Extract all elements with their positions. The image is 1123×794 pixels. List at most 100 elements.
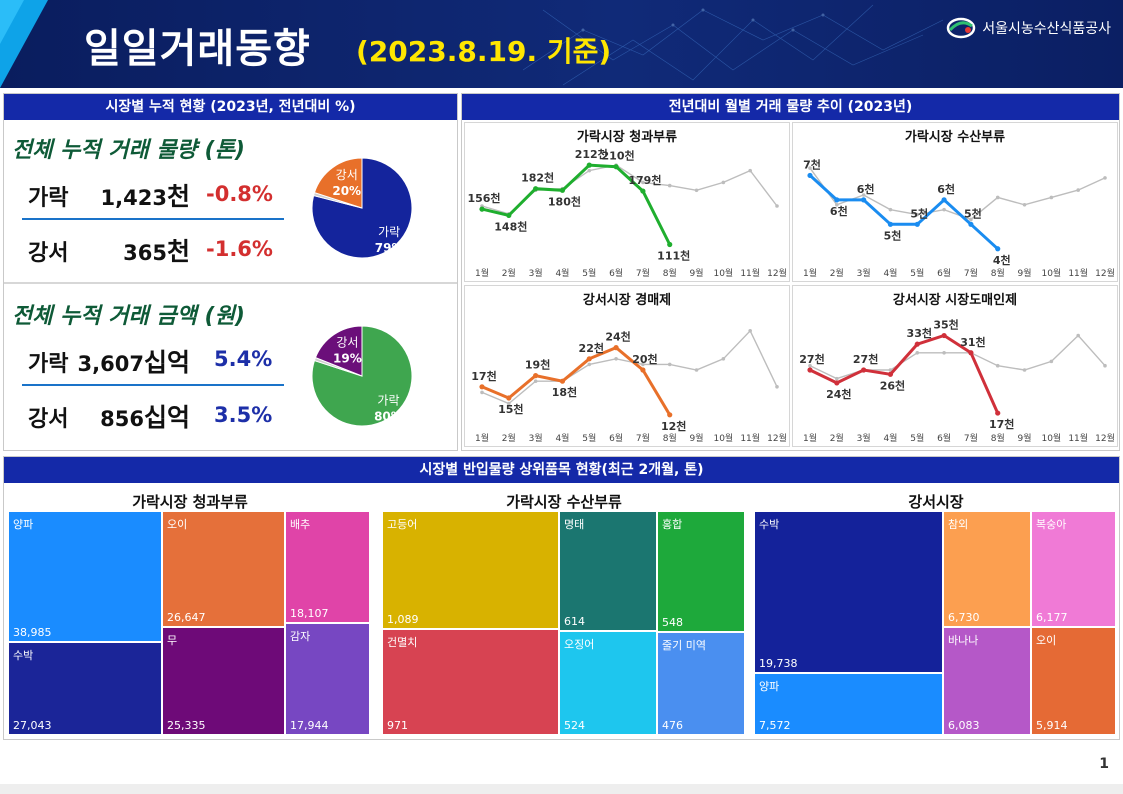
month-tick-label: 10월 [1041,267,1061,279]
tile-banana[interactable]: 바나나 6,083 [943,627,1031,735]
tile-peach[interactable]: 복숭아 6,177 [1031,511,1116,627]
data-label: 12천 [661,419,686,433]
page-subtitle-date: (2023.8.19. 기준) [356,35,612,68]
previous-year-point [915,212,920,217]
current-year-point [586,356,592,362]
previous-year-point [915,350,920,355]
month-tick-label: 9월 [690,267,704,279]
month-tick-label: 8월 [991,432,1005,444]
data-label: 5천 [884,228,902,242]
month-tick-label: 2월 [830,432,844,444]
month-tick-label: 11월 [1068,432,1088,444]
data-label: 22천 [579,341,604,355]
volume-gangseo-label: 강서 [28,241,69,266]
tile-pollock[interactable]: 명태 614 [559,511,657,631]
month-tick-label: 9월 [1018,267,1032,279]
chart-title: 가락시장 청과부류 [576,130,678,145]
amount-pie-pct-0: 80% [374,410,403,424]
data-label: 26천 [880,378,905,392]
month-tick-label: 12월 [1095,432,1115,444]
previous-year-point [1103,176,1107,180]
amount-pie-slice-2 [314,325,363,377]
volume-garak-label: 가락 [28,186,69,211]
amount-pie-label-0: 가락 [377,394,399,408]
previous-year-point [641,362,645,367]
cumulative-panel: 시장별 누적 현황 (2023년, 전년대비 %) 전체 누적 거래 물량 (톤… [3,93,458,451]
tile-cabbage[interactable]: 배추 18,107 [285,511,370,623]
previous-year-point [1076,333,1080,338]
current-year-point [914,341,920,347]
volume-gangseo-value: 365천 [123,237,190,266]
previous-year-point [641,180,645,185]
month-tick-label: 3월 [857,432,871,444]
month-tick-label: 3월 [857,267,871,279]
month-tick-label: 7월 [964,432,978,444]
previous-year-point [587,362,592,367]
previous-year-point [587,168,592,173]
volume-pie-slice-2 [313,157,363,209]
data-label: 33천 [907,326,932,340]
chart-title: 강서시장 시장도매인제 [892,293,1018,308]
chart-title: 가락시장 수산부류 [904,130,1006,145]
previous-year-point [942,207,946,212]
data-label: 111천 [657,249,690,263]
current-year-point [968,221,974,227]
tile-gangseo-watermelon[interactable]: 수박 19,738 [754,511,943,673]
previous-year-point [480,390,484,395]
current-year-point [559,378,566,384]
data-label: 148천 [494,219,527,233]
current-year-point [887,371,894,377]
tile-potato[interactable]: 감자 17,944 [285,623,370,735]
tile-radish[interactable]: 무 25,335 [162,627,285,735]
amount-pie-label-2: 강서 [336,335,358,349]
tile-watermelon[interactable]: 수박 27,043 [8,642,162,735]
previous-year-point [721,357,726,361]
treemap-title-garak-produce: 가락시장 청과부류 [132,493,248,511]
line-chart-gangseo-auction: 강서시장 경매제 17천 15천 19천 18천 22천 24천 20천 12천 1월 2월 3월 4… [464,285,790,447]
current-year-point [861,367,867,373]
volume-garak-change: -0.8% [206,182,273,206]
tile-seaweed-stem[interactable]: 줄기 미역 476 [657,632,745,735]
month-tick-label: 4월 [883,267,897,279]
current-year-line [481,345,671,416]
tile-onion[interactable]: 양파 38,985 [8,511,162,642]
tile-oriental-melon[interactable]: 참외 6,730 [943,511,1031,627]
volume-pie-label-2: 강서 [336,168,358,182]
monthly-panel-heading: 전년대비 월별 거래 물량 추이 (2023년) [462,94,1119,120]
tile-gangseo-onion[interactable]: 양파 7,572 [754,673,943,735]
month-tick-label: 5월 [582,267,596,279]
month-tick-label: 2월 [502,267,516,279]
month-tick-label: 6월 [609,432,623,444]
tile-squid[interactable]: 오징어 524 [559,631,657,735]
month-tick-label: 12월 [767,432,787,444]
amount-garak-change: 5.4% [214,347,273,371]
current-year-point [914,221,920,227]
current-year-line [809,333,1000,414]
current-year-point [995,246,1001,252]
previous-year-point [1022,368,1027,372]
month-tick-label: 8월 [663,267,677,279]
amount-section-title: 전체 누적 거래 금액 (원) [12,304,245,329]
tile-gangseo-cucumber[interactable]: 오이 5,914 [1031,627,1116,735]
tile-cucumber[interactable]: 오이 26,647 [162,511,285,627]
month-tick-label: 4월 [555,267,569,279]
data-label: 5천 [964,206,982,220]
tile-mussel[interactable]: 홍합 548 [657,511,745,632]
current-year-point [533,186,539,192]
month-tick-label: 11월 [1068,267,1088,279]
previous-year-point [835,202,839,207]
tile-mackerel[interactable]: 고등어 1,089 [382,511,559,629]
treemap-title-garak-seafood: 가락시장 수산부류 [506,493,622,511]
data-label: 27천 [853,352,878,366]
chart-title: 강서시장 경매제 [582,293,672,308]
header-accent-light [0,0,24,44]
volume-gangseo-change: -1.6% [206,237,273,261]
line-chart-garak-produce: 가락시장 청과부류 156천 148천 182천 180천 212천 210천 179천 11… [464,122,790,282]
amount-garak-value: 3,607십억 [77,348,190,377]
current-year-point [533,373,539,379]
previous-year-line [809,167,1106,221]
current-year-point [995,410,1001,416]
month-tick-label: 5월 [910,267,924,279]
current-year-point [586,162,592,168]
tile-dried-anchovy[interactable]: 건멸치 971 [382,629,559,735]
